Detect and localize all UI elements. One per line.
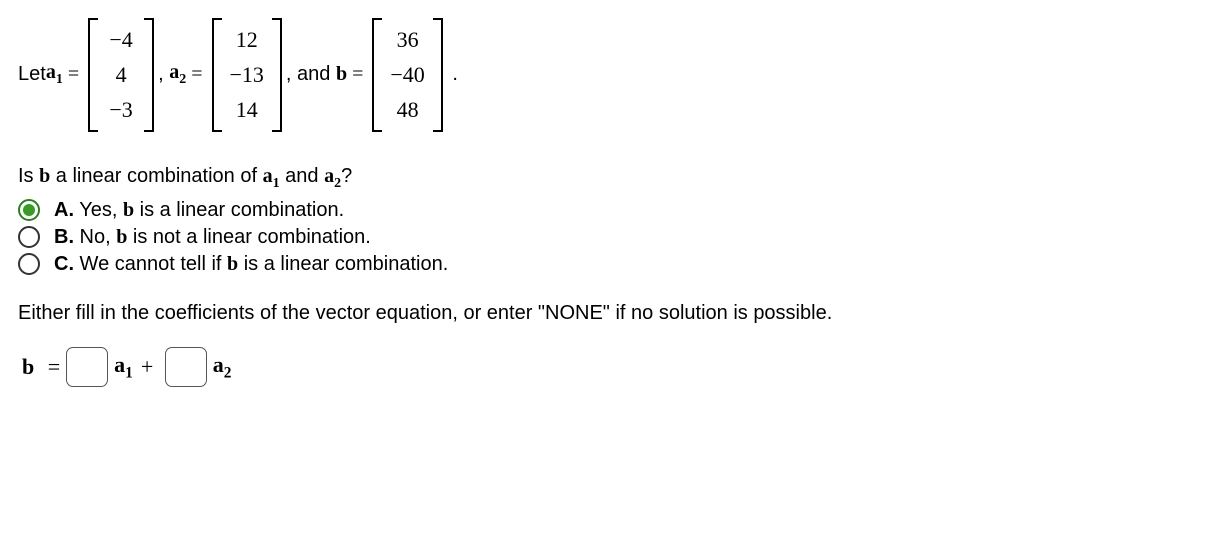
eq-plus: + bbox=[141, 354, 159, 380]
option-b-text: B. No, b is not a linear combination. bbox=[54, 226, 371, 249]
coef1-input[interactable] bbox=[66, 347, 108, 387]
equals-2: = bbox=[186, 63, 207, 86]
option-a[interactable]: A. Yes, b is a linear combination. bbox=[18, 199, 1190, 222]
eq-equals: = bbox=[42, 354, 60, 380]
let-text: Let bbox=[18, 63, 46, 86]
radio-a[interactable] bbox=[18, 199, 40, 221]
bracket-right bbox=[270, 18, 282, 132]
and-text: , and bbox=[286, 63, 336, 86]
matrix-a2: 12 −13 14 bbox=[212, 18, 282, 132]
matrix-a1: −4 4 −3 bbox=[88, 18, 154, 132]
coef2-input[interactable] bbox=[165, 347, 207, 387]
a1-symbol: a1 bbox=[46, 61, 63, 88]
radio-b[interactable] bbox=[18, 226, 40, 248]
matrix-a1-col: −4 4 −3 bbox=[100, 18, 142, 132]
equation-line: b = a1 + a2 bbox=[18, 347, 1190, 387]
b-in-question: b bbox=[39, 165, 50, 187]
question-text: Is b a linear combination of a1 and a2? bbox=[18, 160, 1190, 195]
vector-definition-line: Let a1 = −4 4 −3 , a2 = 12 −13 14 , and … bbox=[18, 18, 1190, 132]
instruction-text: Either fill in the coefficients of the v… bbox=[18, 302, 1190, 325]
matrix-a2-col: 12 −13 14 bbox=[224, 18, 270, 132]
bracket-right bbox=[431, 18, 443, 132]
bracket-left bbox=[372, 18, 384, 132]
options-group: A. Yes, b is a linear combination. B. No… bbox=[18, 199, 1190, 276]
radio-c[interactable] bbox=[18, 253, 40, 275]
option-a-text: A. Yes, b is a linear combination. bbox=[54, 199, 344, 222]
comma-1: , bbox=[158, 63, 169, 86]
eq-a2: a2 bbox=[213, 352, 232, 382]
bracket-left bbox=[88, 18, 100, 132]
eq-a1: a1 bbox=[114, 352, 133, 382]
b-symbol: b bbox=[336, 63, 347, 86]
bracket-left bbox=[212, 18, 224, 132]
a2-in-question: a2 bbox=[324, 165, 341, 187]
matrix-b-col: 36 −40 48 bbox=[384, 18, 430, 132]
equals-3: = bbox=[347, 63, 368, 86]
matrix-b: 36 −40 48 bbox=[372, 18, 442, 132]
a2-symbol: a2 bbox=[169, 61, 186, 88]
option-b[interactable]: B. No, b is not a linear combination. bbox=[18, 226, 1190, 249]
period: . bbox=[447, 63, 458, 86]
bracket-right bbox=[142, 18, 154, 132]
eq-b: b bbox=[22, 354, 34, 380]
option-c-text: C. We cannot tell if b is a linear combi… bbox=[54, 253, 448, 276]
option-c[interactable]: C. We cannot tell if b is a linear combi… bbox=[18, 253, 1190, 276]
a1-in-question: a1 bbox=[263, 165, 280, 187]
equals-1: = bbox=[63, 63, 84, 86]
